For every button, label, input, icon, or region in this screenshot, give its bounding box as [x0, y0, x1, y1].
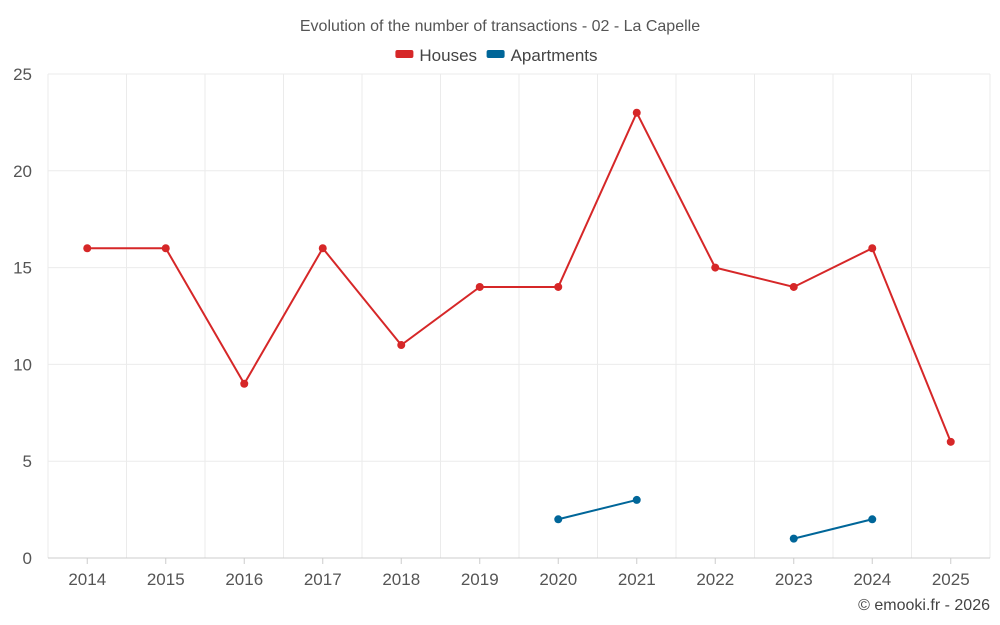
- x-tick-label: 2021: [618, 570, 656, 589]
- data-point[interactable]: [161, 244, 170, 253]
- series-apartments: [554, 495, 877, 543]
- data-point[interactable]: [789, 282, 798, 291]
- data-point[interactable]: [554, 282, 563, 291]
- data-point[interactable]: [632, 108, 641, 117]
- x-tick-label: 2016: [225, 570, 263, 589]
- y-tick-label: 25: [13, 65, 32, 84]
- data-point[interactable]: [632, 495, 641, 504]
- grid: [47, 73, 991, 558]
- y-tick-label: 10: [13, 355, 32, 374]
- x-tick-label: 2019: [461, 570, 499, 589]
- legend-item-apartments[interactable]: Apartments: [486, 46, 598, 65]
- data-point[interactable]: [475, 282, 484, 291]
- legend-swatch: [395, 50, 414, 58]
- data-point[interactable]: [868, 515, 877, 524]
- series: [83, 108, 955, 543]
- y-tick-label: 0: [23, 549, 32, 568]
- data-point[interactable]: [789, 534, 798, 543]
- data-point[interactable]: [397, 341, 406, 350]
- data-point[interactable]: [946, 437, 955, 446]
- credit-text: © emooki.fr - 2026: [858, 597, 990, 614]
- legend-label: Apartments: [511, 46, 598, 65]
- series-line: [793, 518, 873, 540]
- x-tick-label: 2023: [775, 570, 813, 589]
- legend-item-houses[interactable]: Houses: [395, 46, 477, 65]
- data-point[interactable]: [318, 244, 327, 253]
- series-line: [87, 110, 952, 443]
- y-tick-label: 5: [23, 452, 32, 471]
- x-tick-label: 2024: [853, 570, 891, 589]
- chart-title: Evolution of the number of transactions …: [300, 18, 700, 35]
- x-tick-label: 2014: [68, 570, 106, 589]
- legend-label: Houses: [419, 46, 477, 65]
- series-houses: [83, 108, 955, 446]
- x-tick-label: 2015: [147, 570, 185, 589]
- data-point[interactable]: [83, 244, 92, 253]
- x-tick-label: 2018: [382, 570, 420, 589]
- x-tick-label: 2025: [932, 570, 970, 589]
- data-point[interactable]: [711, 263, 720, 272]
- x-tick-label: 2017: [304, 570, 342, 589]
- data-point[interactable]: [868, 244, 877, 253]
- x-tick-label: 2022: [696, 570, 734, 589]
- y-tick-label: 20: [13, 162, 32, 181]
- legend: Houses Apartments: [395, 46, 598, 65]
- legend-swatch: [486, 50, 505, 58]
- data-point[interactable]: [554, 515, 563, 524]
- data-point[interactable]: [240, 379, 249, 388]
- series-line: [558, 498, 637, 521]
- y-tick-label: 15: [13, 259, 32, 278]
- x-tick-label: 2020: [539, 570, 577, 589]
